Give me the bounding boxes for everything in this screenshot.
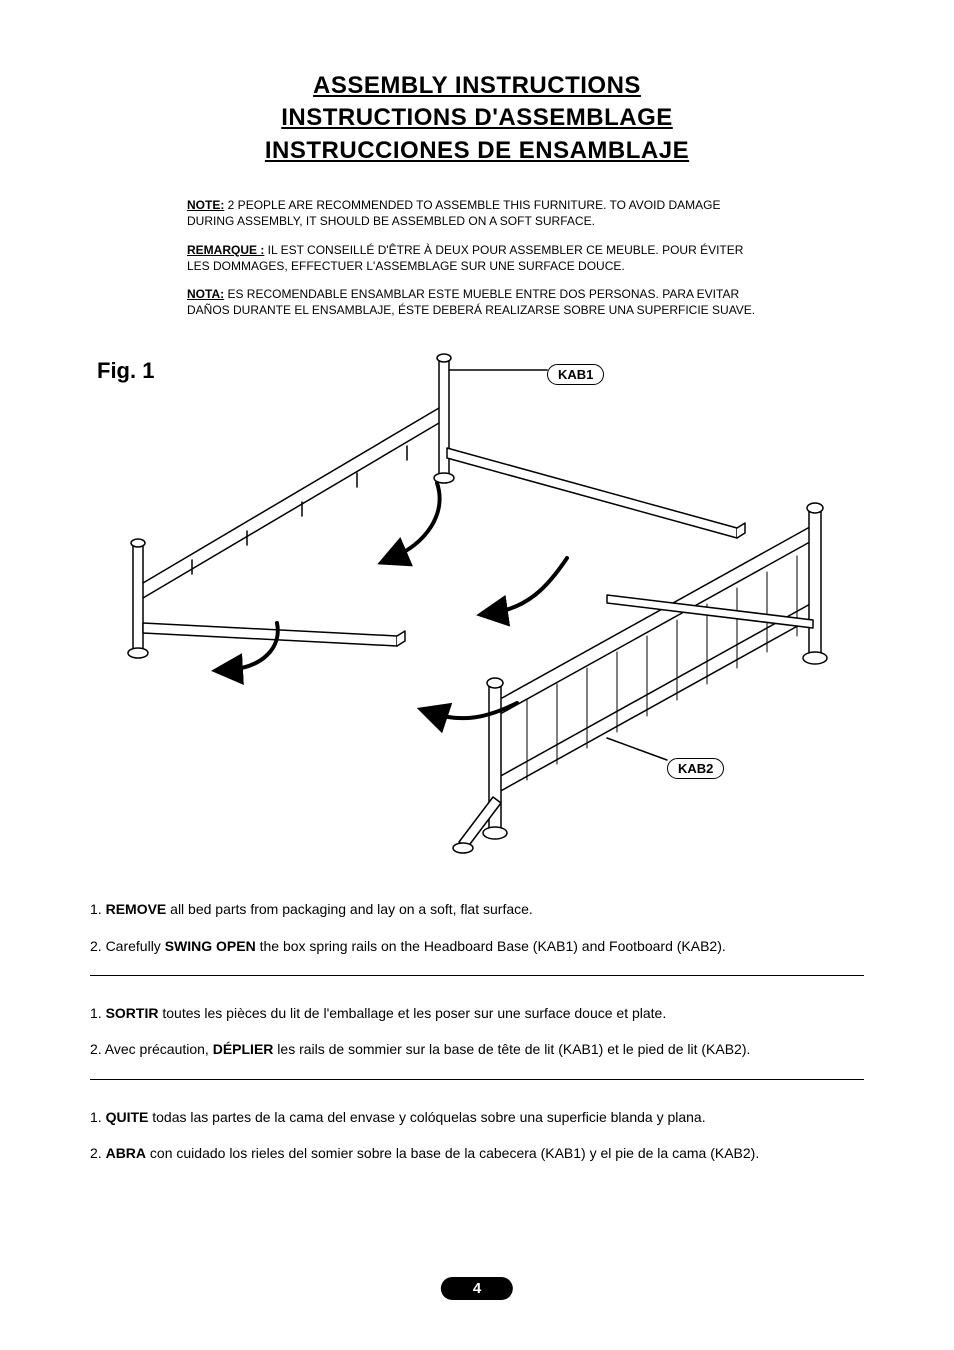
page: ASSEMBLY INSTRUCTIONS INSTRUCTIONS D'ASS…: [0, 0, 954, 1350]
step-fr-2: 2. Avec précaution, DÉPLIER les rails de…: [90, 1038, 864, 1060]
callout-kab2: KAB2: [667, 758, 724, 779]
step-en-2: 2. Carefully SWING OPEN the box spring r…: [90, 935, 864, 957]
title-block: ASSEMBLY INSTRUCTIONS INSTRUCTIONS D'ASS…: [60, 70, 894, 167]
title-fr: INSTRUCTIONS D'ASSEMBLAGE: [60, 102, 894, 134]
divider: [90, 1079, 864, 1080]
step-es-1: 1. QUITE todas las partes de la cama del…: [90, 1106, 864, 1128]
note-fr-lead: REMARQUE :: [187, 243, 264, 257]
note-es: NOTA: ES RECOMENDABLE ENSAMBLAR ESTE MUE…: [187, 286, 767, 318]
step-en-1: 1. REMOVE all bed parts from packaging a…: [90, 898, 864, 920]
note-en-text: 2 PEOPLE ARE RECOMMENDED TO ASSEMBLE THI…: [187, 198, 720, 228]
notes-block: NOTE: 2 PEOPLE ARE RECOMMENDED TO ASSEMB…: [187, 197, 767, 318]
page-number-badge: 4: [441, 1277, 513, 1300]
title-en: ASSEMBLY INSTRUCTIONS: [60, 70, 894, 102]
figure-1: Fig. 1 KAB1 KAB2: [97, 348, 857, 868]
steps-block: 1. REMOVE all bed parts from packaging a…: [90, 898, 864, 1164]
note-en: NOTE: 2 PEOPLE ARE RECOMMENDED TO ASSEMB…: [187, 197, 767, 229]
divider: [90, 975, 864, 976]
step-es-2: 2. ABRA con cuidado los rieles del somie…: [90, 1142, 864, 1164]
step-fr-1: 1. SORTIR toutes les pièces du lit de l'…: [90, 1002, 864, 1024]
assembly-diagram-icon: [97, 348, 857, 868]
figure-label: Fig. 1: [97, 358, 154, 384]
note-es-text: ES RECOMENDABLE ENSAMBLAR ESTE MUEBLE EN…: [187, 287, 755, 317]
note-fr: REMARQUE : IL EST CONSEILLÉ D'ÊTRE À DEU…: [187, 242, 767, 274]
callout-kab1: KAB1: [547, 364, 604, 385]
note-es-lead: NOTA:: [187, 287, 224, 301]
note-fr-text: IL EST CONSEILLÉ D'ÊTRE À DEUX POUR ASSE…: [187, 243, 743, 273]
title-es: INSTRUCCIONES DE ENSAMBLAJE: [60, 135, 894, 167]
note-en-lead: NOTE:: [187, 198, 224, 212]
